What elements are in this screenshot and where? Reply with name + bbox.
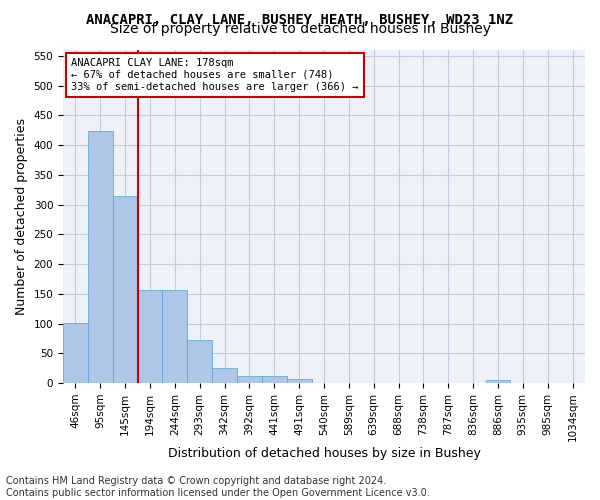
- Bar: [485, 380, 511, 383]
- Text: ANACAPRI CLAY LANE: 178sqm
← 67% of detached houses are smaller (748)
33% of sem: ANACAPRI CLAY LANE: 178sqm ← 67% of deta…: [71, 58, 358, 92]
- Bar: [113, 196, 137, 383]
- Bar: [88, 131, 113, 383]
- Bar: [137, 290, 163, 383]
- X-axis label: Distribution of detached houses by size in Bushey: Distribution of detached houses by size …: [167, 447, 481, 460]
- Bar: [262, 376, 287, 383]
- Bar: [163, 290, 187, 383]
- Y-axis label: Number of detached properties: Number of detached properties: [15, 118, 28, 315]
- Bar: [237, 376, 262, 383]
- Text: Size of property relative to detached houses in Bushey: Size of property relative to detached ho…: [110, 22, 491, 36]
- Text: ANACAPRI, CLAY LANE, BUSHEY HEATH, BUSHEY, WD23 1NZ: ANACAPRI, CLAY LANE, BUSHEY HEATH, BUSHE…: [86, 12, 514, 26]
- Text: Contains HM Land Registry data © Crown copyright and database right 2024.
Contai: Contains HM Land Registry data © Crown c…: [6, 476, 430, 498]
- Bar: [63, 323, 88, 383]
- Bar: [187, 340, 212, 383]
- Bar: [287, 379, 311, 383]
- Bar: [212, 368, 237, 383]
